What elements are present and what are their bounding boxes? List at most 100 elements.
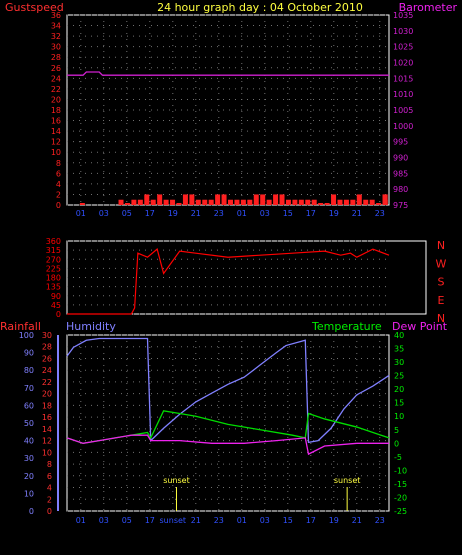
time-tick-label: 03 bbox=[99, 209, 109, 218]
gustspeed-tick-label: 12 bbox=[51, 138, 61, 147]
barometer-tick-label: 1005 bbox=[393, 106, 413, 115]
time-tick-label: 23 bbox=[214, 209, 224, 218]
barometer-tick-label: 1000 bbox=[393, 122, 413, 131]
time-tick-label: 01 bbox=[237, 516, 247, 525]
temperature-tick-label: 15 bbox=[394, 399, 404, 408]
barometer-tick-label: 1035 bbox=[393, 11, 413, 20]
humidity-tick-label: 20 bbox=[24, 472, 34, 481]
direction-series bbox=[67, 248, 390, 315]
time-tick-label: 17 bbox=[306, 209, 316, 218]
compass-label: N bbox=[437, 239, 445, 252]
rainfall-tick-label: 22 bbox=[42, 378, 52, 387]
time-tick-label: 05 bbox=[122, 209, 132, 218]
direction-tick-label: 225 bbox=[46, 264, 61, 273]
chart-title: 24 hour graph day : 04 October 2010 bbox=[157, 1, 363, 14]
gust-bar bbox=[382, 199, 388, 205]
gustspeed-tick-label: 36 bbox=[51, 11, 61, 20]
humidity-tick-label: 80 bbox=[24, 366, 34, 375]
humidity-tick-label: 90 bbox=[24, 349, 34, 358]
barometer-tick-label: 1030 bbox=[393, 27, 413, 36]
barometer-tick-label: 1020 bbox=[393, 59, 413, 68]
barometer-tick-label: 995 bbox=[393, 138, 408, 147]
humidity-tick-label: 100 bbox=[19, 331, 34, 340]
temperature-tick-label: 35 bbox=[394, 345, 404, 354]
rainfall-tick-label: 8 bbox=[47, 460, 52, 469]
time-tick-label: 23 bbox=[375, 516, 385, 525]
time-tick-label: 21 bbox=[352, 209, 362, 218]
time-tick-label: 17 bbox=[306, 516, 316, 525]
gust-bar bbox=[376, 203, 382, 205]
compass-label: N bbox=[437, 312, 445, 325]
direction-tick-label: 45 bbox=[51, 301, 61, 310]
direction-tick-label: 270 bbox=[46, 255, 61, 264]
weather-panel: Rainfall Humidity Temperature Dew Point … bbox=[0, 320, 448, 525]
gustspeed-axis-title: Gustspeed bbox=[5, 1, 64, 14]
gust-bar bbox=[311, 199, 317, 205]
gust-bar bbox=[144, 194, 150, 205]
gust-bar bbox=[356, 194, 362, 205]
gustspeed-tick-label: 16 bbox=[51, 117, 61, 126]
temperature-tick-label: 10 bbox=[394, 412, 404, 421]
time-tick-label: 19 bbox=[329, 516, 339, 525]
wind-direction-line bbox=[67, 248, 390, 315]
gust-bar bbox=[208, 199, 214, 205]
gustspeed-tick-label: 34 bbox=[51, 22, 61, 31]
gust-bar bbox=[363, 199, 369, 205]
rainfall-tick-label: 10 bbox=[42, 448, 52, 457]
dew-point-line bbox=[66, 434, 389, 456]
gustspeed-tick-label: 22 bbox=[51, 85, 61, 94]
barometer-tick-label: 975 bbox=[393, 201, 408, 210]
rainfall-tick-label: 0 bbox=[47, 507, 52, 516]
time-tick-label: 19 bbox=[329, 209, 339, 218]
barometer-axis-title: Barometer bbox=[399, 1, 458, 14]
gust-bar bbox=[118, 199, 124, 205]
direction-tick-label: 360 bbox=[46, 237, 61, 246]
rainfall-axis-title: Rainfall bbox=[0, 320, 41, 333]
gust-bar bbox=[228, 199, 233, 205]
gust-bar bbox=[337, 199, 343, 205]
gust-bar bbox=[273, 194, 279, 205]
rainfall-tick-label: 24 bbox=[42, 366, 52, 375]
rainfall-tick-label: 2 bbox=[47, 495, 52, 504]
gust-bar bbox=[221, 194, 227, 205]
weather-time-axis: 01 03 05 17 sunset 21 23 01 03 15 17 19 21 23 bbox=[76, 516, 385, 525]
gust-bar bbox=[124, 203, 130, 205]
gustspeed-tick-label: 26 bbox=[51, 64, 61, 73]
gustspeed-tick-label: 0 bbox=[56, 201, 61, 210]
gust-bar bbox=[240, 199, 246, 205]
time-tick-label: 21 bbox=[191, 209, 201, 218]
weather-series bbox=[66, 337, 390, 456]
temperature-tick-label: -10 bbox=[394, 466, 407, 475]
compass-label: W bbox=[436, 257, 447, 270]
direction-tick-label: 135 bbox=[46, 283, 61, 292]
time-tick-label: 23 bbox=[375, 209, 385, 218]
humidity-tick-label: 10 bbox=[24, 489, 34, 498]
temperature-tick-label: -15 bbox=[394, 480, 407, 489]
gustspeed-tick-label: 30 bbox=[51, 43, 61, 52]
gust-bar bbox=[305, 199, 311, 205]
gustspeed-tick-label: 4 bbox=[56, 180, 61, 189]
time-tick-label: 01 bbox=[237, 209, 247, 218]
gustspeed-tick-label: 20 bbox=[51, 95, 61, 104]
sunset-label: sunset bbox=[163, 476, 190, 485]
rainfall-tick-label: 18 bbox=[42, 401, 52, 410]
time-tick-label: 05 bbox=[122, 516, 132, 525]
gust-bar bbox=[279, 194, 285, 205]
gustspeed-tick-label: 24 bbox=[51, 74, 61, 83]
rainfall-tick-label: 20 bbox=[42, 390, 52, 399]
time-tick-label: 17 bbox=[145, 516, 155, 525]
humidity-line bbox=[66, 337, 390, 444]
gustspeed-tick-label: 8 bbox=[56, 159, 61, 168]
gustspeed-tick-label: 10 bbox=[51, 148, 61, 157]
time-tick-label: 03 bbox=[260, 209, 270, 218]
gustspeed-tick-label: 2 bbox=[56, 190, 61, 199]
time-tick-label: 01 bbox=[76, 516, 86, 525]
temperature-tick-label: -20 bbox=[394, 493, 407, 502]
humidity-axis-title: Humidity bbox=[66, 320, 116, 333]
gust-bar bbox=[157, 194, 163, 205]
weather-left-axis-ticks: 0246810121416182022242628300102030405060… bbox=[19, 331, 59, 516]
